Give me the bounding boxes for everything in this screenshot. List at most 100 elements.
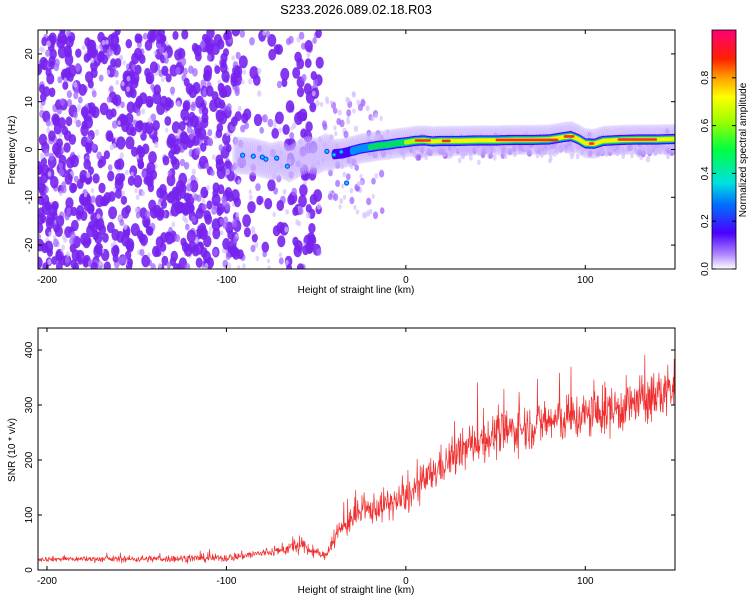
signal-dot-core [339, 150, 343, 154]
noise-speckle [212, 182, 220, 193]
noise-speckle [113, 245, 120, 255]
noise-speckle [299, 161, 304, 168]
noise-speckle [211, 154, 216, 160]
noise-speckle [83, 201, 91, 212]
noise-speckle [127, 175, 135, 186]
noise-speckle [507, 148, 513, 156]
x-tick-label: 0 [403, 275, 409, 286]
noise-speckle [191, 42, 199, 53]
signal-halo [305, 135, 312, 174]
noise-speckle [468, 154, 473, 161]
noise-speckle [139, 248, 145, 257]
noise-speckle [564, 147, 569, 154]
noise-speckle [170, 203, 180, 217]
signal-dot-core [275, 156, 279, 160]
noise-speckle [71, 219, 79, 232]
noise-speckle [45, 49, 51, 57]
noise-speckle [226, 103, 232, 111]
noise-speckle [231, 247, 241, 260]
noise-speckle [212, 227, 221, 240]
noise-speckle [474, 145, 480, 152]
signal-halo [292, 141, 299, 180]
noise-speckle [220, 62, 228, 74]
noise-speckle [155, 33, 164, 44]
noise-speckle [201, 106, 209, 117]
noise-speckle [181, 204, 190, 216]
noise-speckle [526, 149, 532, 157]
noise-speckle [183, 161, 190, 170]
noise-speckle [278, 257, 284, 265]
noise-speckle [64, 173, 73, 185]
noise-speckle [262, 114, 268, 123]
noise-speckle [191, 244, 200, 257]
noise-speckle [207, 230, 212, 237]
noise-speckle [192, 68, 198, 77]
noise-speckle [587, 150, 593, 157]
noise-speckle [121, 81, 125, 87]
signal-halo [327, 134, 334, 173]
noise-speckle [353, 125, 359, 133]
spectrogram-y-ticks: -20 -10 0 10 20 [24, 48, 675, 252]
noise-speckle [249, 37, 255, 46]
noise-speckle [548, 150, 553, 158]
noise-speckle [242, 214, 252, 228]
noise-speckle [94, 231, 103, 244]
noise-speckle [88, 221, 95, 230]
noise-speckle [60, 146, 65, 154]
noise-speckle [52, 142, 62, 156]
noise-speckle [308, 223, 316, 234]
noise-speckle [222, 238, 231, 250]
noise-speckle [267, 265, 271, 269]
noise-speckle [227, 191, 234, 202]
noise-speckle [232, 136, 239, 145]
noise-speckle [315, 160, 320, 166]
noise-speckle [86, 135, 92, 143]
noise-speckle [402, 154, 406, 160]
noise-speckle [237, 179, 241, 185]
noise-speckle [153, 84, 161, 96]
noise-speckle [181, 215, 187, 222]
noise-speckle [257, 67, 262, 75]
noise-speckle [38, 182, 46, 193]
noise-speckle [101, 54, 108, 65]
noise-speckle [141, 170, 147, 178]
noise-speckle [303, 130, 313, 143]
noise-speckle [161, 65, 169, 77]
signal-band-layer [232, 121, 675, 186]
noise-speckle [615, 149, 620, 157]
noise-speckle [346, 173, 351, 181]
noise-speckle [38, 133, 48, 146]
noise-speckle [41, 242, 49, 254]
noise-speckle [199, 227, 208, 240]
noise-speckle [539, 151, 544, 158]
signal-halo [312, 137, 319, 176]
noise-speckle [322, 123, 328, 131]
noise-speckle [261, 241, 270, 253]
noise-speckle [114, 58, 122, 68]
noise-speckle [184, 263, 191, 269]
noise-speckle [318, 136, 322, 142]
noise-speckle [242, 69, 247, 75]
signal-halo [290, 142, 297, 181]
noise-speckle [137, 159, 144, 170]
noise-speckle [126, 101, 135, 114]
noise-speckle [248, 78, 253, 85]
noise-speckle [352, 108, 356, 114]
noise-speckle [251, 233, 258, 243]
snr-panel: -200 -100 0 100 0 100 200 300 400 Height of str… [7, 327, 676, 596]
noise-speckle [628, 144, 633, 151]
noise-speckle [316, 203, 322, 210]
noise-speckle [73, 175, 79, 183]
noise-speckle [241, 112, 249, 124]
colorbar-tick-label: 0.4 [700, 166, 711, 180]
noise-speckle [64, 256, 70, 264]
noise-speckle [114, 177, 124, 191]
noise-speckle [38, 164, 44, 175]
noise-speckle [117, 256, 124, 265]
noise-speckle [77, 255, 84, 265]
noise-speckle [124, 169, 129, 176]
noise-speckle [379, 115, 383, 121]
signal-halo [279, 141, 286, 180]
noise-speckle [135, 120, 144, 133]
